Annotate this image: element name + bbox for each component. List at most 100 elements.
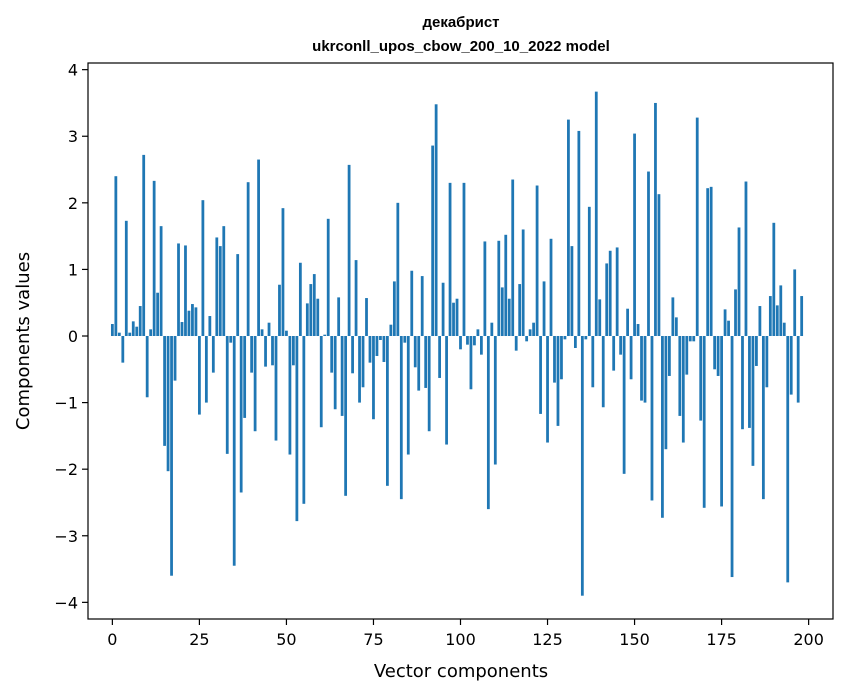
bar-122 <box>535 185 539 337</box>
bar-128 <box>556 336 560 426</box>
bar-102 <box>466 336 469 345</box>
bar-166 <box>688 336 692 342</box>
bar-139 <box>594 91 598 337</box>
bar-93 <box>434 104 438 337</box>
bar-134 <box>577 130 581 337</box>
bar-85 <box>406 336 410 455</box>
bar-194 <box>786 336 790 583</box>
bar-101 <box>462 182 466 337</box>
bar-176 <box>723 309 727 337</box>
x-tick-label: 200 <box>793 630 824 649</box>
bar-173 <box>713 336 717 370</box>
bar-38 <box>243 336 247 418</box>
bar-144 <box>612 336 616 371</box>
bar-83 <box>399 336 403 500</box>
bar-198 <box>800 296 804 337</box>
bar-116 <box>514 336 518 351</box>
bar-71 <box>358 336 361 403</box>
bar-138 <box>591 336 595 388</box>
bar-70 <box>354 260 358 337</box>
bar-56 <box>305 303 309 337</box>
bar-5 <box>128 332 132 337</box>
x-tick-label: 125 <box>532 630 563 649</box>
bar-21 <box>184 245 187 337</box>
bar-95 <box>441 282 445 337</box>
bar-16 <box>166 336 170 472</box>
bar-141 <box>601 336 605 408</box>
bar-66 <box>340 336 344 416</box>
bar-47 <box>274 336 278 441</box>
bar-39 <box>246 182 250 337</box>
bar-99 <box>455 298 459 337</box>
bar-178 <box>730 336 734 578</box>
bar-183 <box>748 336 751 428</box>
bar-30 <box>215 237 219 337</box>
x-tick-label: 100 <box>445 630 476 649</box>
bar-81 <box>392 281 396 337</box>
y-tick-label: 3 <box>68 127 78 146</box>
bar-65 <box>337 297 341 337</box>
bar-52 <box>292 336 295 366</box>
bar-51 <box>288 336 292 455</box>
bar-197 <box>796 336 800 403</box>
bar-61 <box>323 334 327 337</box>
bar-89 <box>420 276 424 337</box>
bar-86 <box>410 270 414 337</box>
bar-159 <box>664 336 668 450</box>
bar-34 <box>229 336 233 343</box>
bar-64 <box>333 336 337 410</box>
bar-97 <box>448 182 452 337</box>
bar-40 <box>250 336 254 373</box>
bar-20 <box>180 322 184 337</box>
bar-22 <box>187 310 191 337</box>
bar-2 <box>117 332 121 337</box>
bar-29 <box>211 336 215 373</box>
bar-13 <box>156 292 160 337</box>
bar-121 <box>532 322 535 337</box>
bar-135 <box>580 336 584 596</box>
bar-91 <box>427 336 431 432</box>
bar-131 <box>567 119 570 337</box>
bar-57 <box>309 284 313 337</box>
bar-120 <box>528 329 532 337</box>
bar-187 <box>761 336 765 500</box>
bar-19 <box>177 243 180 337</box>
y-axis-label: Components values <box>13 252 34 430</box>
x-axis-label: Vector components <box>374 661 548 682</box>
plot-frame <box>87 62 834 620</box>
bar-54 <box>298 262 302 337</box>
bar-0 <box>110 324 114 337</box>
bar-24 <box>194 307 198 337</box>
bar-15 <box>163 336 166 446</box>
bar-107 <box>483 241 487 337</box>
x-tick-label: 25 <box>189 630 209 649</box>
bar-74 <box>368 336 372 363</box>
bar-53 <box>295 336 299 522</box>
bar-172 <box>709 186 713 337</box>
bar-46 <box>271 336 274 366</box>
bar-115 <box>511 179 515 337</box>
bar-185 <box>755 336 758 366</box>
bar-193 <box>782 322 786 337</box>
y-tick-label: −2 <box>54 460 78 479</box>
bar-169 <box>699 336 703 421</box>
bar-60 <box>319 336 323 428</box>
bar-25 <box>198 336 201 415</box>
bar-84 <box>403 336 407 343</box>
bar-103 <box>469 336 473 390</box>
bar-152 <box>640 336 643 401</box>
bar-174 <box>716 336 720 376</box>
bar-164 <box>681 336 685 443</box>
bar-1 <box>114 176 118 337</box>
bar-189 <box>768 296 772 337</box>
y-axis-ticks: −4 −3 −2 −1 0 1 2 3 4 <box>54 61 88 612</box>
bar-146 <box>619 336 623 355</box>
bar-168 <box>695 117 699 337</box>
bar-170 <box>702 336 706 508</box>
bar-155 <box>650 336 654 501</box>
bar-76 <box>375 336 379 356</box>
bar-114 <box>507 298 511 337</box>
bar-108 <box>486 336 490 510</box>
bar-72 <box>361 336 365 388</box>
